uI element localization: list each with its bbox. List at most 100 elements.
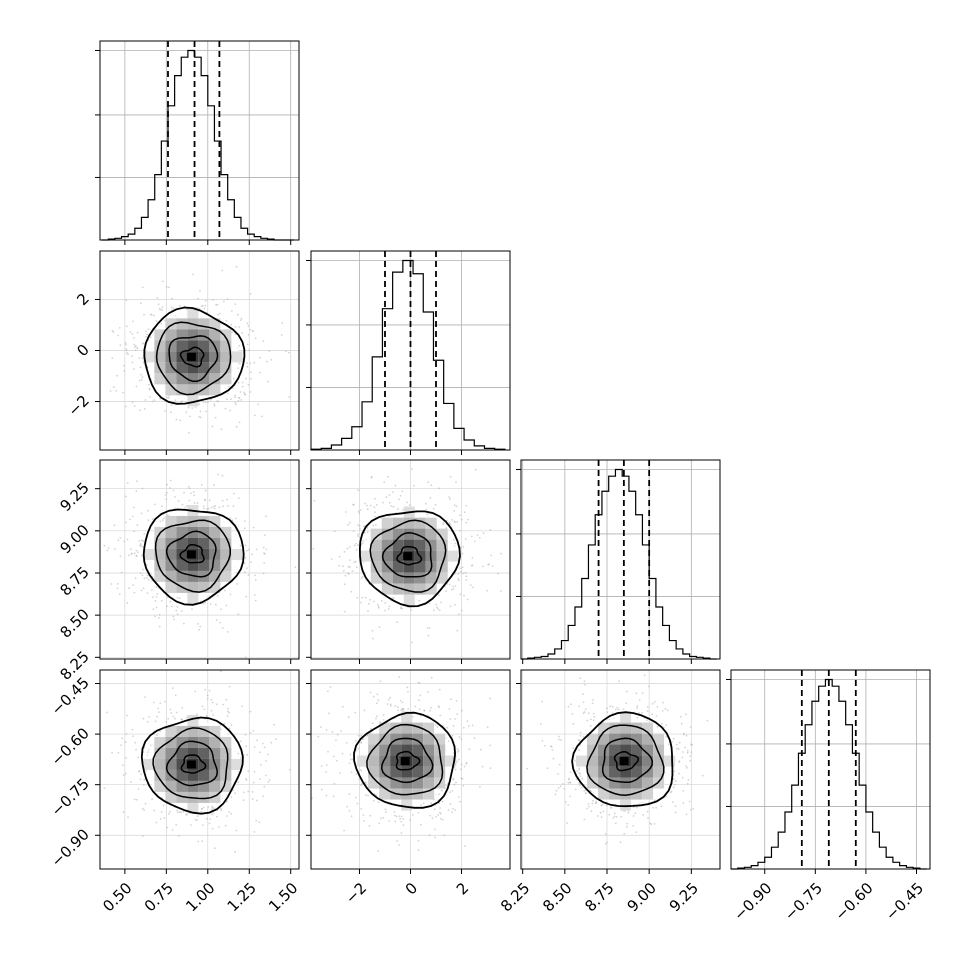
scatter-point [452, 777, 455, 780]
density-cell [209, 769, 221, 781]
density-cell [401, 744, 413, 756]
scatter-point [471, 724, 474, 727]
scatter-point [362, 540, 365, 542]
scatter-point [229, 517, 232, 519]
scatter-point [131, 333, 134, 335]
scatter-point [613, 812, 616, 815]
scatter-point [103, 544, 106, 547]
scatter-point [367, 610, 369, 613]
scatter-point [623, 832, 626, 835]
scatter-point [206, 698, 209, 700]
scatter-point [175, 711, 178, 714]
density-cell [642, 755, 654, 767]
scatter-point [613, 815, 616, 818]
scatter-point [426, 627, 429, 629]
scatter-point [115, 390, 117, 392]
scatter-point [678, 741, 681, 744]
scatter-point [164, 494, 167, 496]
scatter-point [230, 323, 233, 326]
scatter-point [253, 414, 256, 417]
scatter-point [474, 540, 476, 543]
scatter-point [142, 540, 145, 542]
scatter-point [455, 781, 457, 784]
scatter-point [126, 714, 128, 717]
density-cell [143, 548, 155, 560]
scatter-point [248, 548, 250, 551]
scatter-point [319, 726, 322, 728]
scatter-point [204, 601, 207, 604]
density-cell [220, 351, 232, 363]
scatter-point [419, 694, 422, 697]
scatter-point [238, 396, 241, 399]
density-cell [165, 559, 177, 571]
density-cell [209, 351, 221, 363]
scatter-point [606, 711, 609, 714]
scatter-point [338, 564, 341, 567]
scatter-point [682, 751, 684, 753]
scatter-point [176, 809, 178, 812]
density-cell [379, 788, 391, 800]
scatter-point [574, 760, 576, 762]
scatter-point [131, 728, 134, 731]
x-tick-label: 0.75 [141, 879, 177, 915]
scatter-point [263, 785, 266, 788]
contour-line [369, 519, 447, 593]
scatter-point [378, 626, 381, 629]
joint-panel-2-1 [306, 459, 511, 664]
density-cell [209, 515, 221, 527]
density-cell [423, 766, 435, 778]
density-cell [434, 733, 446, 745]
scatter-point [117, 539, 120, 541]
scatter-point [359, 509, 362, 511]
density-cell [165, 736, 177, 748]
scatter-point [209, 818, 212, 820]
scatter-point [692, 808, 695, 810]
scatter-point [676, 747, 678, 750]
scatter-point [234, 326, 237, 328]
density-cell [220, 537, 232, 549]
scatter-point [227, 385, 230, 388]
x-tick-label: −0.45 [882, 879, 927, 924]
scatter-point [130, 553, 133, 555]
density-cell [209, 780, 221, 792]
scatter-point [200, 810, 203, 813]
scatter-point [312, 547, 315, 550]
panel-frame [99, 40, 300, 241]
scatter-point [398, 498, 400, 501]
density-cell [423, 722, 435, 734]
scatter-point [375, 717, 377, 720]
scatter-point [382, 816, 385, 819]
scatter-point [343, 550, 346, 553]
panel-frame [730, 669, 931, 870]
scatter-point [672, 801, 674, 803]
scatter-point [557, 773, 559, 775]
scatter-point [141, 376, 144, 378]
density-cell [587, 766, 599, 778]
scatter-point [662, 701, 665, 704]
scatter-point [423, 710, 426, 712]
scatter-point [249, 362, 252, 365]
scatter-point [203, 498, 206, 501]
scatter-point [181, 503, 184, 506]
scatter-point [471, 564, 474, 567]
x-tick-label: 8.25 [497, 879, 533, 915]
density-cell [653, 755, 665, 767]
scatter-point [358, 778, 360, 780]
scatter-point [575, 778, 578, 781]
x-tick-label: 0 [402, 879, 421, 898]
scatter-point [142, 230, 144, 232]
scatter-point [689, 755, 691, 757]
scatter-point [159, 520, 162, 523]
scatter-point [264, 774, 267, 777]
scatter-point [567, 781, 570, 784]
scatter-point [241, 385, 244, 388]
contour-line [165, 530, 217, 578]
scatter-point [634, 812, 637, 815]
scatter-point [125, 521, 127, 524]
scatter-point [130, 781, 133, 783]
scatter-point [479, 786, 481, 788]
scatter-point [674, 805, 677, 807]
scatter-point [308, 829, 310, 831]
scatter-point [440, 601, 442, 604]
scatter-point [364, 781, 367, 784]
